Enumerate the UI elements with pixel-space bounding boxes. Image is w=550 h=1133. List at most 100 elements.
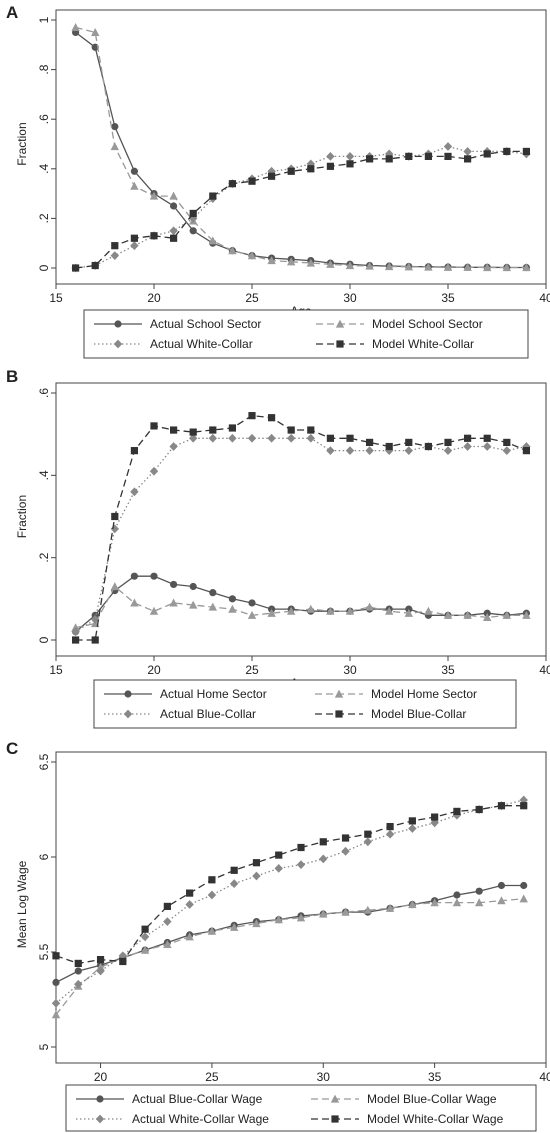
series-line-c-2 — [55, 898, 524, 1016]
data-point-c-3 — [296, 860, 306, 869]
data-point-c-3 — [319, 854, 328, 864]
data-point-b-1 — [130, 572, 138, 580]
legend-box-c — [65, 1084, 537, 1132]
data-point-b-4 — [366, 438, 374, 446]
data-point-b-4 — [170, 426, 178, 434]
data-point-a-3 — [463, 147, 472, 156]
y-tick-label-c: 6.5 — [37, 753, 51, 770]
series-a-4 — [72, 147, 530, 272]
data-point-c-3 — [341, 846, 350, 856]
series-line-a-2 — [75, 26, 527, 269]
data-point-c-3 — [96, 966, 105, 976]
data-point-c-3 — [140, 932, 150, 942]
data-point-a-4 — [150, 232, 158, 240]
data-point-c-1 — [520, 881, 528, 890]
x-tick-label-c: 40 — [539, 1070, 550, 1084]
series-b-1 — [72, 572, 531, 636]
y-axis-title-c: Mean Log Wage — [15, 860, 29, 948]
panel-c: C55.566.52025303540AgeMean Log WageActua… — [6, 739, 550, 1132]
data-point-b-4 — [522, 447, 530, 455]
legend-swatch-marker-c-4 — [331, 1115, 339, 1123]
legend-a: Actual School Sector Model School Sector A… — [83, 309, 529, 359]
legend-label-a-2: Model School Sector — [372, 317, 483, 331]
data-point-b-4 — [346, 434, 354, 442]
data-point-c-2 — [163, 940, 172, 948]
series-line-c-3 — [55, 799, 524, 1004]
data-point-a-3 — [130, 241, 139, 251]
data-point-b-1 — [170, 580, 178, 589]
data-point-c-1 — [475, 887, 483, 895]
data-point-a-2 — [149, 191, 159, 200]
data-point-b-3 — [483, 442, 492, 451]
data-point-a-2 — [443, 262, 453, 271]
data-point-b-3 — [149, 466, 159, 476]
x-tick-label-b: 15 — [49, 663, 63, 677]
data-point-b-3 — [522, 442, 531, 451]
data-point-b-4 — [209, 426, 217, 434]
data-point-c-4 — [275, 851, 283, 859]
plot-frame-b — [55, 382, 547, 657]
data-point-b-2 — [463, 610, 472, 619]
x-tick-label-a: 25 — [245, 291, 259, 305]
x-tick-label-c: 30 — [317, 1070, 331, 1084]
data-point-c-2 — [185, 932, 194, 941]
data-point-c-4 — [208, 876, 216, 884]
data-point-a-4 — [385, 155, 393, 163]
data-point-a-4 — [483, 150, 491, 158]
data-point-a-2 — [424, 262, 433, 271]
panel-label-a: A — [6, 3, 18, 22]
data-point-b-4 — [248, 412, 256, 420]
legend-swatch-marker-b-4 — [335, 710, 343, 718]
data-point-c-4 — [364, 830, 372, 838]
data-point-b-2 — [130, 598, 139, 607]
data-point-c-2 — [385, 903, 395, 912]
panel-label-b: B — [6, 367, 18, 386]
data-point-a-4 — [287, 167, 295, 175]
y-tick-label-c: 5 — [37, 1043, 51, 1050]
panel-label-c: C — [6, 739, 18, 758]
legend-box-b — [93, 679, 517, 729]
y-tick-label-a: 0 — [37, 264, 51, 271]
y-tick-label-b: .4 — [37, 470, 51, 480]
data-point-c-1 — [74, 967, 82, 975]
data-point-c-4 — [163, 902, 171, 910]
data-point-c-4 — [319, 838, 327, 846]
legend-swatch-marker-a-3 — [113, 339, 123, 349]
data-point-b-2 — [326, 606, 335, 615]
data-point-a-2 — [228, 246, 237, 255]
data-point-c-4 — [297, 843, 305, 852]
data-point-c-3 — [207, 890, 217, 900]
data-point-a-1 — [170, 202, 178, 210]
legend-label-b-1: Actual Home Sector — [160, 687, 267, 701]
data-point-b-3 — [247, 433, 257, 443]
data-point-c-4 — [453, 807, 461, 815]
panel-a: A0.2.4.6.81152025303540AgeFractionActual… — [6, 3, 550, 359]
data-point-a-2 — [110, 142, 119, 151]
data-point-b-2 — [443, 610, 453, 619]
series-b-2 — [71, 582, 531, 632]
data-point-a-4 — [111, 242, 119, 250]
data-point-c-3 — [363, 837, 373, 847]
data-point-b-3 — [228, 433, 237, 443]
plot-frame-c — [55, 751, 547, 1064]
series-line-b-1 — [75, 575, 527, 633]
data-point-a-2 — [169, 191, 178, 200]
data-point-a-4 — [268, 172, 276, 180]
data-point-b-3 — [189, 433, 198, 443]
data-point-c-4 — [386, 823, 394, 831]
y-axis-title-b: Fraction — [15, 495, 29, 538]
series-b-3 — [71, 433, 531, 637]
data-point-b-2 — [306, 604, 315, 613]
data-point-c-4 — [341, 834, 350, 842]
data-point-c-3 — [185, 900, 194, 909]
data-point-c-4 — [497, 802, 506, 810]
legend-b: Actual Home Sector Model Home Sector Actua… — [93, 679, 517, 729]
data-point-b-4 — [385, 442, 393, 451]
data-point-a-2 — [208, 236, 217, 245]
data-point-a-4 — [72, 264, 80, 272]
series-line-c-4 — [55, 805, 524, 965]
data-point-a-2 — [483, 263, 492, 272]
data-point-b-4 — [503, 438, 511, 446]
y-tick-label-a: 1 — [37, 16, 51, 23]
data-point-b-4 — [424, 442, 432, 451]
